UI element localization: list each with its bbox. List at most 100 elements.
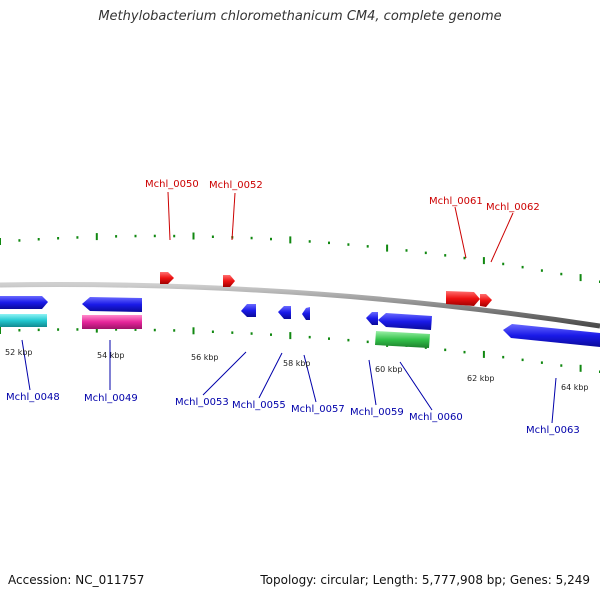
minor-tick [211,235,214,238]
label-mchl-0055[interactable]: Mchl_0055 [232,400,286,411]
major-tick [192,327,195,335]
minor-tick [57,328,60,331]
label-mchl-0048[interactable]: Mchl_0048 [6,392,60,403]
ruler-label-62: 62 kbp [467,374,495,383]
gene-mchl-0063[interactable] [503,324,600,347]
map-title: Methylobacterium chloromethanicum CM4, c… [98,9,502,24]
minor-tick [560,364,563,367]
gene-mchl-0055[interactable] [278,306,291,319]
major-tick [0,327,1,334]
minor-tick [463,256,466,260]
gene-mchl-0062[interactable] [480,294,492,307]
major-tick [289,236,292,244]
label-connectors [21,191,557,424]
major-tick [482,350,485,358]
label-mchl-0053[interactable]: Mchl_0053 [175,397,229,408]
major-tick [192,232,195,240]
label-mchl-0063[interactable]: Mchl_0063 [526,425,580,436]
minor-tick [308,335,311,339]
reverse-genes [0,296,600,347]
minor-tick [270,333,272,336]
label-mchl-0061[interactable]: Mchl_0061 [429,196,483,207]
minor-tick [328,337,330,340]
minor-tick [76,328,79,331]
gene-mchl-0049[interactable] [82,297,142,312]
major-tick [0,238,1,245]
gene-mchl-0060[interactable] [378,313,432,330]
gene-mchl-0061[interactable] [446,291,480,306]
minor-tick [540,269,543,272]
gene-mchl-0053[interactable] [241,304,256,317]
label-mchl-0060[interactable]: Mchl_0060 [409,412,463,423]
gene-mchl-0059[interactable] [366,312,378,325]
minor-tick [444,254,447,257]
minor-tick [211,330,214,333]
minor-tick [76,236,79,239]
major-tick [95,233,98,241]
minor-tick [115,328,118,331]
minor-tick [424,251,427,255]
major-tick [482,257,485,265]
minor-tick [18,239,21,242]
minor-tick [173,234,176,238]
minor-tick [270,237,272,241]
minor-tick [173,329,176,332]
major-tick [386,244,389,252]
ruler-label-52: 52 kbp [5,348,33,357]
minor-tick [405,249,408,252]
label-mchl-0052[interactable]: Mchl_0052 [209,180,263,191]
minor-tick [521,265,524,269]
feature-magenta-track[interactable] [82,315,142,329]
minor-tick [444,348,447,352]
minor-tick [153,234,156,238]
accession-text: Accession: NC_011757 [8,573,145,587]
label-mchl-0062[interactable]: Mchl_0062 [486,202,540,213]
label-mchl-0050[interactable]: Mchl_0050 [145,179,199,190]
major-tick [579,364,582,372]
minor-tick [18,329,21,332]
ruler-label-58: 58 kbp [283,359,311,368]
scale-ticks-upper [0,232,600,283]
minor-tick [347,243,350,246]
genome-backbone [0,282,600,329]
major-tick [95,325,98,333]
minor-tick [347,338,350,342]
minor-tick [502,262,505,266]
minor-tick [134,234,137,238]
genome-summary-text: Topology: circular; Length: 5,777,908 bp… [260,573,590,587]
minor-tick [250,332,253,335]
label-mchl-0057[interactable]: Mchl_0057 [291,404,345,415]
minor-tick [37,328,40,332]
ruler-label-64: 64 kbp [561,383,589,392]
minor-tick [115,235,118,238]
minor-tick [366,340,369,344]
minor-tick [308,240,311,243]
ruler-label-56: 56 kbp [191,353,219,362]
minor-tick [328,241,330,245]
minor-tick [231,331,234,334]
label-mchl-0049[interactable]: Mchl_0049 [84,393,138,404]
minor-tick [134,328,137,331]
major-tick [289,332,292,340]
minor-tick [57,237,60,240]
ruler-label-54: 54 kbp [97,351,125,360]
feature-green-track[interactable] [375,331,430,348]
minor-tick [250,236,253,240]
gene-mchl-0057[interactable] [302,307,310,320]
gene-mchl-0048[interactable] [0,296,48,309]
feature-cyan-track[interactable] [0,314,47,327]
gene-mchl-0050[interactable] [160,272,174,284]
minor-tick [153,328,156,332]
gene-labels: Mchl_0050 Mchl_0052 Mchl_0061 Mchl_0062 … [6,179,580,436]
minor-tick [521,358,524,362]
label-mchl-0059[interactable]: Mchl_0059 [350,407,404,418]
ruler-label-60: 60 kbp [375,365,403,374]
minor-tick [463,350,466,354]
minor-tick [366,245,369,248]
major-tick [579,274,582,282]
minor-tick [560,272,563,276]
gene-mchl-0052[interactable] [223,275,235,287]
forward-genes [160,272,492,307]
minor-tick [37,238,40,241]
